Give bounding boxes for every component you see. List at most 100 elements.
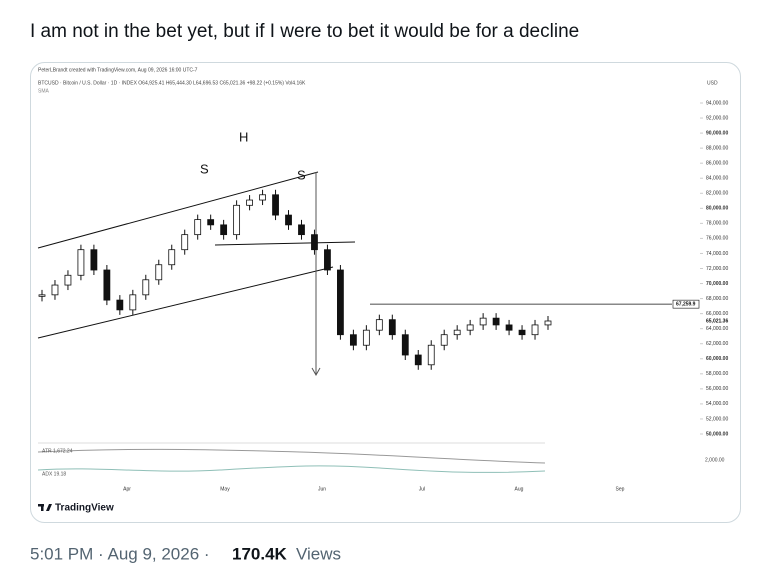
- candle: [544, 320, 552, 326]
- chart-header: PeterLBrandt created with TradingView.co…: [38, 67, 198, 73]
- candle: [337, 269, 344, 336]
- candle: [168, 249, 176, 266]
- y-tick-label: 90,000.00: [706, 130, 728, 136]
- candle: [103, 269, 111, 301]
- candle: [440, 334, 448, 346]
- x-tick-label: Aug: [515, 486, 524, 492]
- candle: [194, 219, 202, 236]
- brand-logo: [38, 504, 52, 511]
- candle: [388, 319, 396, 336]
- channel-lower: [37, 266, 334, 339]
- candle: [246, 199, 253, 206]
- candle: [505, 324, 513, 331]
- y-tick-label: 54,000.00: [706, 401, 728, 407]
- y-tick-label: 66,000.00: [706, 311, 728, 317]
- candle: [531, 324, 539, 336]
- chart-header: BTCUSD · Bitcoin / U.S. Dollar · 1D · IN…: [38, 80, 306, 86]
- media-card[interactable]: [30, 62, 741, 523]
- tweet-meta: 5:01 PM · Aug 9, 2026 ·: [30, 544, 210, 563]
- candle: [427, 344, 435, 366]
- annotation: H: [239, 129, 248, 144]
- pattern-lines: [37, 171, 356, 377]
- views-count: 170.4K: [232, 544, 288, 563]
- chart-header: SMA: [38, 88, 50, 94]
- y-tick-label: 70,000.00: [706, 281, 728, 287]
- y-tick-label: 80,000.00: [706, 206, 728, 212]
- adx-line: [37, 465, 546, 473]
- candle: [116, 299, 124, 311]
- candle: [298, 224, 305, 236]
- y-tick-label: 68,000.00: [706, 296, 728, 302]
- indicator-label: ADX 19.18: [42, 471, 66, 477]
- candle: [362, 329, 370, 346]
- logo-shape: [46, 504, 52, 511]
- y-tick-label: 88,000.00: [706, 145, 728, 151]
- y-tick-label: 78,000.00: [706, 221, 728, 227]
- candle: [285, 214, 292, 226]
- candle: [453, 329, 461, 336]
- candle: [142, 279, 150, 296]
- x-tick-label: Jun: [318, 486, 326, 492]
- channel-upper: [37, 171, 319, 249]
- x-tick-label: Sep: [616, 486, 625, 492]
- candle: [155, 264, 163, 281]
- candle: [233, 204, 241, 236]
- y-tick-label: 56,000.00: [706, 386, 728, 392]
- price-label: 65,021.36: [706, 318, 728, 324]
- candle: [77, 249, 85, 276]
- candle: [414, 354, 422, 366]
- tweet-text: I am not in the bet yet, but if I were t…: [30, 21, 579, 42]
- logo-shape: [41, 504, 44, 511]
- candle: [375, 319, 383, 331]
- x-tick-label: Jul: [419, 486, 425, 492]
- indicator-label: ATR 1,672.24: [42, 448, 73, 454]
- indicator-panel: [37, 442, 546, 473]
- candle: [311, 234, 318, 251]
- y-tick-label: 60,000.00: [706, 356, 728, 362]
- candle: [492, 317, 500, 326]
- y-tick-label: 64,000.00: [706, 326, 728, 332]
- candle: [129, 294, 137, 311]
- price-tag: [672, 299, 700, 309]
- candle: [401, 334, 409, 356]
- candle: [181, 234, 189, 251]
- arrow-head: [311, 367, 321, 377]
- price-label: 67,259.9: [676, 301, 696, 307]
- currency: USD: [707, 80, 718, 86]
- candle: [272, 194, 279, 216]
- y-tick-label: 94,000.00: [706, 100, 728, 106]
- y-tick-label: 76,000.00: [706, 236, 728, 242]
- candle: [349, 334, 357, 346]
- annotation: S: [200, 161, 209, 176]
- views-label: Views: [296, 544, 341, 563]
- candle: [466, 324, 474, 331]
- y-tick-label: 86,000.00: [706, 161, 728, 167]
- neckline: [214, 241, 356, 246]
- y-tick-label: 84,000.00: [706, 176, 728, 182]
- y-tick-label: 82,000.00: [706, 191, 728, 197]
- y-tick-label: 58,000.00: [706, 371, 728, 377]
- x-tick-label: Apr: [123, 486, 131, 492]
- y-tick-label: 50,000.00: [706, 431, 728, 437]
- y-tick-label: 74,000.00: [706, 251, 728, 257]
- candle: [220, 224, 228, 236]
- atr-line: [37, 448, 546, 464]
- x-tick-label: May: [220, 486, 230, 492]
- candle: [51, 284, 59, 296]
- candle: [479, 317, 487, 326]
- candle: [324, 249, 331, 271]
- y-tick-label: 72,000.00: [706, 266, 728, 272]
- candle: [38, 294, 46, 297]
- candle: [207, 219, 215, 226]
- candle: [90, 249, 98, 271]
- y-tick-label: 52,000.00: [706, 416, 728, 422]
- annotation: S: [297, 167, 306, 182]
- indicator-tick: 2,000.00: [705, 457, 725, 463]
- y-tick-label: 92,000.00: [706, 115, 728, 121]
- candle: [64, 274, 72, 286]
- brand: TradingView: [55, 503, 114, 514]
- candle: [259, 194, 266, 201]
- y-tick-label: 62,000.00: [706, 341, 728, 347]
- candle: [518, 329, 526, 336]
